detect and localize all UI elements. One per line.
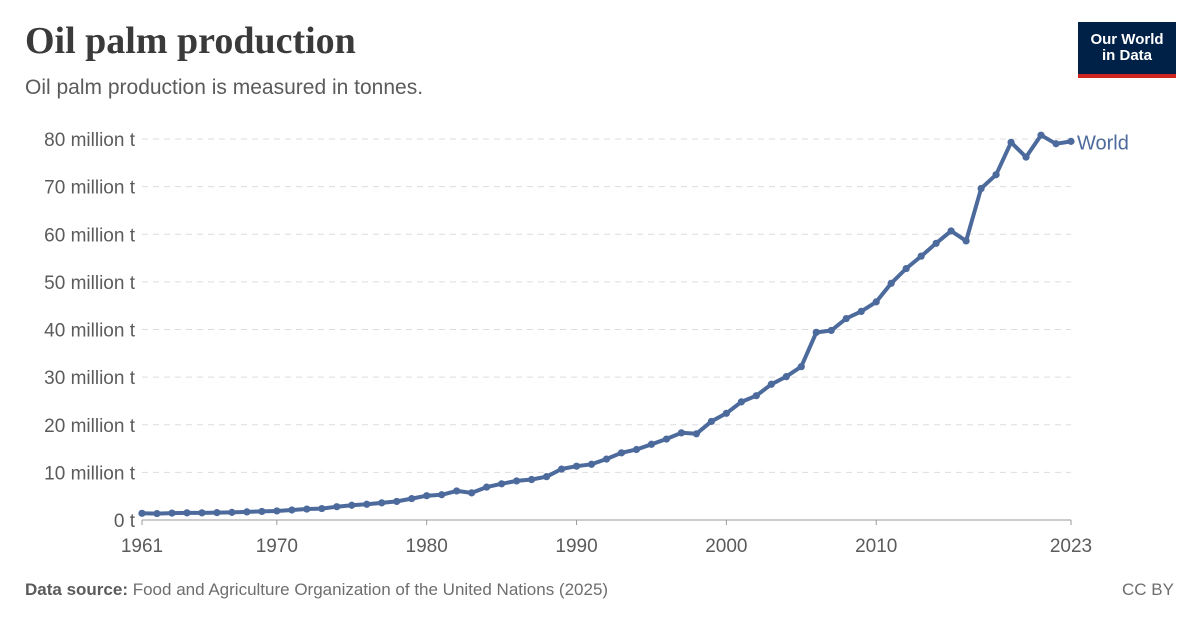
data-point[interactable] xyxy=(887,279,895,287)
data-point[interactable] xyxy=(333,503,341,511)
data-point[interactable] xyxy=(872,298,880,306)
y-tick-label: 70 million t xyxy=(44,178,136,199)
data-point[interactable] xyxy=(258,507,266,516)
data-point[interactable] xyxy=(602,455,611,463)
data-point[interactable] xyxy=(947,227,955,235)
data-point[interactable] xyxy=(752,392,760,400)
data-point[interactable] xyxy=(707,417,715,426)
data-point[interactable] xyxy=(183,509,191,517)
data-point[interactable] xyxy=(632,445,641,454)
data-point[interactable] xyxy=(587,460,596,468)
logo-line-1: Our World xyxy=(1090,31,1164,48)
data-point[interactable] xyxy=(677,429,686,437)
data-point[interactable] xyxy=(737,398,745,406)
y-tick-label: 10 million t xyxy=(44,463,136,484)
data-point[interactable] xyxy=(662,435,671,443)
data-point[interactable] xyxy=(857,307,865,316)
data-point[interactable] xyxy=(1052,140,1060,148)
data-point[interactable] xyxy=(572,462,581,470)
data-point[interactable] xyxy=(617,449,626,457)
data-point[interactable] xyxy=(498,480,506,488)
data-point[interactable] xyxy=(962,237,970,245)
data-point[interactable] xyxy=(827,326,835,335)
data-point[interactable] xyxy=(273,507,281,515)
data-source-label: Data source: xyxy=(25,580,128,599)
data-point[interactable] xyxy=(468,489,476,497)
y-tick-label: 0 t xyxy=(114,511,136,532)
data-point[interactable] xyxy=(557,465,566,473)
logo-line-2: in Data xyxy=(1101,46,1152,64)
data-point[interactable] xyxy=(393,497,401,506)
x-tick-label: 1961 xyxy=(121,536,163,557)
data-point[interactable] xyxy=(153,509,161,518)
data-point[interactable] xyxy=(692,430,701,438)
data-point[interactable] xyxy=(512,477,521,485)
x-tick-label: 1970 xyxy=(256,536,298,557)
data-point[interactable] xyxy=(213,509,221,517)
data-point[interactable] xyxy=(647,440,656,448)
data-point[interactable] xyxy=(198,509,206,517)
chart-subtitle: Oil palm production is measured in tonne… xyxy=(25,76,424,99)
x-tick-label: 2023 xyxy=(1050,536,1092,557)
data-point[interactable] xyxy=(992,171,1000,179)
owid-logo[interactable]: Our World in Data xyxy=(1078,22,1176,78)
license-text[interactable]: CC BY xyxy=(1122,580,1174,599)
x-tick-label: 2010 xyxy=(855,536,897,557)
data-point[interactable] xyxy=(902,264,910,273)
y-tick-label: 20 million t xyxy=(44,416,136,437)
data-point[interactable] xyxy=(348,501,356,509)
data-point[interactable] xyxy=(303,505,311,513)
y-tick-label: 60 million t xyxy=(44,225,136,246)
x-tick-label: 1980 xyxy=(406,536,448,557)
data-point[interactable] xyxy=(917,252,925,260)
data-point[interactable] xyxy=(542,473,551,481)
data-point[interactable] xyxy=(797,363,805,371)
data-point[interactable] xyxy=(1037,131,1045,139)
y-tick-label: 40 million t xyxy=(44,321,136,342)
chart-title: Oil palm production xyxy=(25,20,356,62)
data-point[interactable] xyxy=(363,500,371,508)
data-point[interactable] xyxy=(228,508,236,516)
data-point[interactable] xyxy=(378,499,386,507)
data-point[interactable] xyxy=(138,509,146,517)
data-point[interactable] xyxy=(932,239,940,247)
data-point[interactable] xyxy=(1007,138,1015,146)
data-point[interactable] xyxy=(812,328,820,336)
data-point[interactable] xyxy=(423,492,431,500)
data-point[interactable] xyxy=(1022,153,1030,161)
data-point[interactable] xyxy=(168,509,176,517)
data-point[interactable] xyxy=(438,491,446,499)
y-tick-label: 30 million t xyxy=(44,368,136,389)
data-point[interactable] xyxy=(243,508,251,516)
data-point[interactable] xyxy=(288,506,296,514)
data-source-text[interactable]: Food and Agriculture Organization of the… xyxy=(132,580,609,599)
data-point[interactable] xyxy=(782,373,790,381)
data-point[interactable] xyxy=(318,504,326,513)
data-point[interactable] xyxy=(527,475,536,484)
data-point[interactable] xyxy=(977,184,985,193)
data-point[interactable] xyxy=(1067,137,1075,145)
y-tick-label: 50 million t xyxy=(44,273,136,294)
data-point[interactable] xyxy=(408,494,416,503)
data-source: Data source: Food and Agriculture Organi… xyxy=(25,580,608,600)
data-point[interactable] xyxy=(767,380,775,388)
data-point[interactable] xyxy=(483,483,491,491)
y-tick-label: 80 million t xyxy=(44,130,136,151)
data-point[interactable] xyxy=(722,409,730,417)
data-point[interactable] xyxy=(842,314,850,323)
x-tick-label: 2000 xyxy=(705,536,747,557)
data-point[interactable] xyxy=(453,487,461,495)
series-label-world: World xyxy=(1077,132,1129,154)
x-tick-label: 1990 xyxy=(555,536,597,557)
